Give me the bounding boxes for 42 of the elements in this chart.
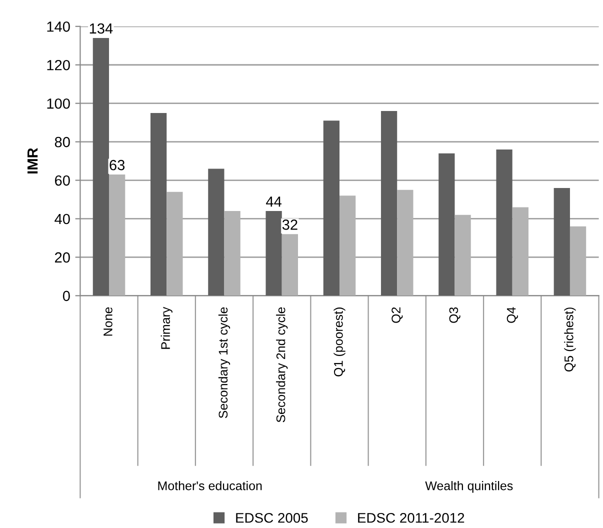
y-tick-label: 0: [62, 290, 70, 302]
x-tick-label: None: [104, 307, 112, 336]
text: Mother's education: [158, 481, 262, 490]
legend-label: EDSC 2005: [236, 512, 308, 523]
bar: [496, 150, 512, 296]
y-tick-label: 100: [47, 98, 70, 109]
y-tick-label: 60: [55, 175, 70, 186]
data-label: 44: [266, 196, 282, 207]
y-tick-label: 20: [54, 252, 70, 263]
bar: [339, 196, 356, 296]
bar: [380, 111, 398, 296]
bar: [92, 38, 110, 296]
y-tick-label: 120: [47, 60, 70, 70]
data-label: 63: [110, 160, 125, 170]
bar: [438, 153, 455, 296]
x-tick-label: Q5 (richest): [564, 308, 576, 372]
bar: [454, 214, 471, 296]
bar: [397, 190, 414, 296]
y-axis-title: IMR: [28, 148, 38, 174]
bar: [150, 112, 167, 296]
bar: [109, 174, 126, 296]
x-tick-label: Q1 (poorest): [334, 308, 346, 376]
bar: [323, 120, 340, 296]
x-tick-label: Q2: [392, 307, 403, 323]
bar: [570, 226, 586, 296]
x-tick-label: Secondary 1st cycle: [218, 307, 230, 418]
y-tick-label: 80: [54, 136, 70, 148]
bar: [512, 207, 528, 296]
x-tick-label: Secondary 2nd cycle: [276, 307, 288, 422]
y-tick-label: 140: [47, 22, 70, 32]
text: Wealth quintiles: [425, 481, 513, 493]
x-tick-label: Q4: [506, 307, 518, 323]
bar: [166, 192, 183, 296]
bar: [224, 211, 240, 296]
legend-label: EDSC 2011-2012: [358, 512, 464, 523]
x-tick-label: Primary: [160, 306, 172, 349]
data-label: 32: [282, 220, 298, 230]
bar: [554, 188, 570, 296]
y-tick-label: 40: [54, 214, 70, 224]
data-label: 134: [90, 23, 113, 34]
bar: [208, 168, 224, 296]
x-tick-label: Q3: [449, 307, 460, 323]
